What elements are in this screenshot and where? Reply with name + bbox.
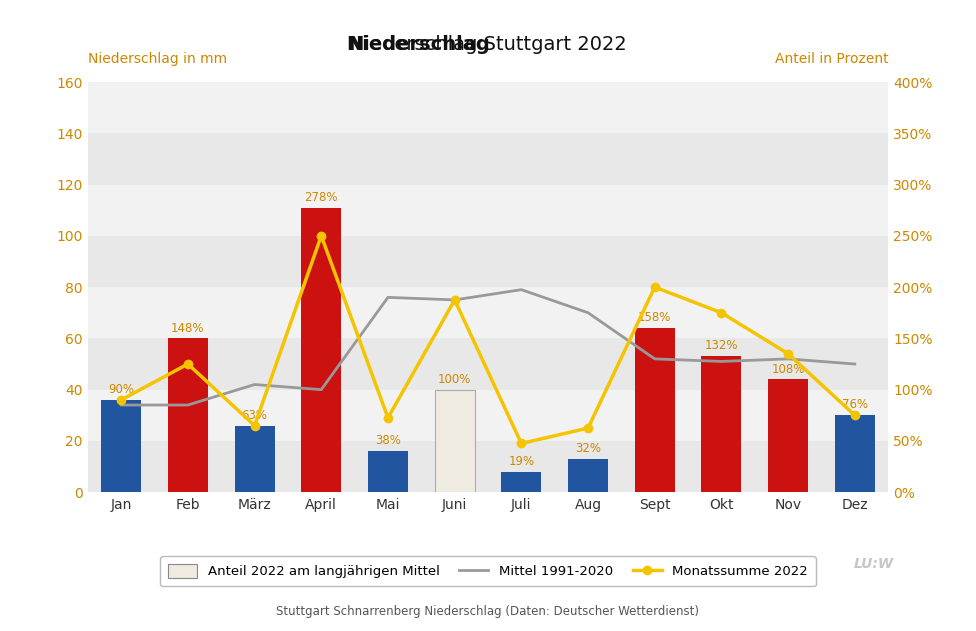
Bar: [834, 415, 874, 492]
Bar: [88, 338, 888, 389]
Bar: [302, 208, 342, 492]
Bar: [702, 357, 742, 492]
Text: Niederschlag Stuttgart 2022: Niederschlag Stuttgart 2022: [349, 35, 627, 54]
Bar: [568, 459, 608, 492]
Text: Niederschlag Stuttgart 2022: Niederschlag Stuttgart 2022: [349, 35, 627, 54]
Legend: Anteil 2022 am langjährigen Mittel, Mittel 1991-2020, Monatssumme 2022: Anteil 2022 am langjährigen Mittel, Mitt…: [160, 556, 816, 586]
Text: Niederschlag Stuttgart 2022: Niederschlag Stuttgart 2022: [0, 630, 1, 631]
Text: Niederschlag Stuttgart 2022: Niederschlag Stuttgart 2022: [0, 630, 1, 631]
Text: 19%: 19%: [508, 455, 535, 468]
Bar: [368, 451, 408, 492]
Text: 90%: 90%: [108, 383, 134, 396]
Text: Anteil in Prozent: Anteil in Prozent: [775, 52, 888, 66]
Text: Stuttgart Schnarrenberg Niederschlag (Daten: Deutscher Wetterdienst): Stuttgart Schnarrenberg Niederschlag (Da…: [276, 605, 700, 618]
Bar: [502, 472, 542, 492]
Text: 158%: 158%: [638, 311, 671, 324]
Bar: [102, 400, 142, 492]
Text: 132%: 132%: [705, 339, 738, 353]
Text: 63%: 63%: [242, 409, 267, 422]
Text: LU:W: LU:W: [853, 557, 894, 571]
Bar: [768, 379, 808, 492]
Bar: [88, 184, 888, 236]
Text: 38%: 38%: [375, 434, 401, 447]
Text: 278%: 278%: [305, 191, 338, 204]
Bar: [434, 389, 474, 492]
Text: Niederschlag in mm: Niederschlag in mm: [88, 52, 227, 66]
Text: 148%: 148%: [171, 322, 205, 334]
Text: 32%: 32%: [575, 442, 601, 455]
Bar: [88, 389, 888, 441]
Bar: [88, 441, 888, 492]
Text: 76%: 76%: [841, 398, 868, 411]
Bar: [168, 338, 208, 492]
Text: Niederschlag: Niederschlag: [346, 35, 490, 54]
Bar: [234, 425, 274, 492]
Bar: [634, 328, 674, 492]
Bar: [88, 82, 888, 133]
Bar: [88, 287, 888, 338]
Text: 100%: 100%: [438, 373, 471, 386]
Text: 108%: 108%: [771, 363, 805, 375]
Bar: [88, 236, 888, 287]
Bar: [88, 133, 888, 184]
